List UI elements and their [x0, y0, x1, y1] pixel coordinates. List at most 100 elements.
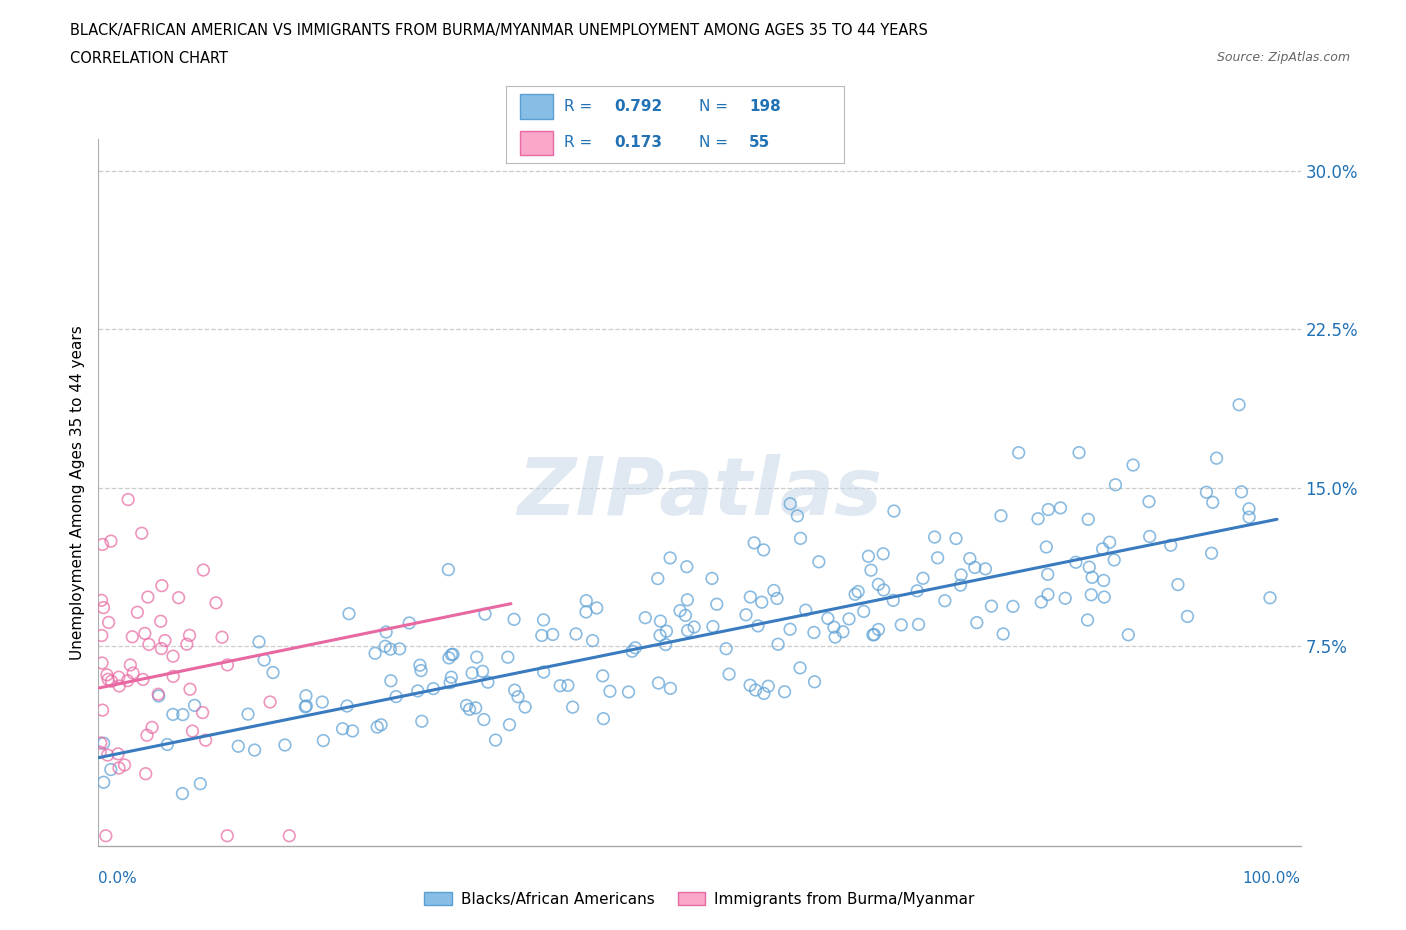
Point: [890, 618, 912, 632]
Point: [135, 766, 157, 781]
Point: [1230, 485, 1253, 499]
Point: [744, 683, 766, 698]
Point: [624, 641, 647, 656]
Point: [337, 606, 360, 621]
Point: [669, 604, 692, 618]
Point: [852, 604, 875, 618]
Point: [934, 593, 956, 608]
Point: [655, 624, 678, 639]
Point: [714, 642, 737, 657]
Text: CORRELATION CHART: CORRELATION CHART: [70, 51, 228, 66]
Point: [599, 684, 621, 698]
Point: [766, 591, 789, 606]
Point: [97, 615, 120, 630]
Point: [211, 630, 233, 644]
Point: [700, 571, 723, 586]
Point: [96, 668, 118, 683]
Point: [959, 551, 981, 566]
Point: [824, 630, 846, 644]
Point: [990, 509, 1012, 524]
Point: [1081, 570, 1104, 585]
Point: [966, 615, 988, 630]
Point: [183, 698, 205, 712]
Text: N =: N =: [699, 99, 733, 113]
Point: [949, 578, 972, 592]
Point: [1258, 591, 1281, 605]
Point: [437, 562, 460, 577]
Point: [592, 711, 614, 726]
Y-axis label: Unemployment Among Ages 35 to 44 years: Unemployment Among Ages 35 to 44 years: [69, 326, 84, 660]
Point: [565, 627, 588, 642]
Point: [673, 608, 696, 623]
Point: [247, 634, 270, 649]
Point: [794, 603, 817, 618]
Point: [1078, 560, 1101, 575]
Point: [1054, 591, 1077, 605]
Point: [226, 738, 249, 753]
Point: [868, 622, 890, 637]
Point: [924, 529, 946, 544]
Point: [167, 591, 190, 605]
Point: [634, 610, 657, 625]
Point: [1001, 599, 1024, 614]
Point: [380, 673, 402, 688]
Point: [740, 678, 762, 693]
Point: [236, 707, 259, 722]
Point: [581, 633, 603, 648]
Point: [366, 720, 388, 735]
Point: [472, 712, 495, 727]
Point: [91, 703, 114, 718]
Point: [838, 612, 860, 627]
Point: [336, 698, 359, 713]
Point: [464, 700, 486, 715]
Point: [789, 660, 811, 675]
Point: [752, 542, 775, 557]
Point: [406, 684, 429, 698]
Text: Source: ZipAtlas.com: Source: ZipAtlas.com: [1216, 51, 1350, 64]
Point: [1008, 445, 1031, 460]
Point: [751, 595, 773, 610]
Point: [262, 665, 284, 680]
Point: [498, 717, 520, 732]
Bar: [520, 131, 554, 155]
Point: [132, 672, 155, 687]
Point: [295, 688, 318, 703]
Point: [557, 678, 579, 693]
Point: [484, 733, 506, 748]
Point: [121, 630, 143, 644]
Point: [927, 551, 949, 565]
Point: [617, 684, 640, 699]
Point: [1077, 613, 1099, 628]
Point: [172, 786, 194, 801]
Point: [108, 761, 131, 776]
Point: [150, 641, 173, 656]
Point: [648, 628, 671, 643]
Point: [676, 592, 699, 607]
Point: [872, 546, 894, 561]
Point: [93, 775, 115, 790]
Point: [1064, 555, 1087, 570]
Point: [872, 582, 894, 597]
Point: [647, 571, 669, 586]
Point: [181, 724, 204, 738]
Point: [136, 590, 159, 604]
Point: [585, 601, 607, 616]
Point: [409, 663, 432, 678]
Point: [621, 644, 644, 658]
Point: [533, 665, 555, 680]
Point: [1036, 587, 1059, 602]
Point: [93, 600, 115, 615]
Point: [541, 627, 564, 642]
Point: [1195, 485, 1218, 499]
Point: [882, 593, 904, 608]
Point: [1049, 500, 1071, 515]
Point: [312, 733, 335, 748]
Point: [1035, 539, 1057, 554]
Point: [659, 681, 682, 696]
Point: [963, 560, 986, 575]
Point: [120, 658, 142, 672]
Point: [1091, 541, 1114, 556]
Point: [364, 645, 387, 660]
Point: [530, 628, 553, 643]
Point: [107, 670, 129, 684]
